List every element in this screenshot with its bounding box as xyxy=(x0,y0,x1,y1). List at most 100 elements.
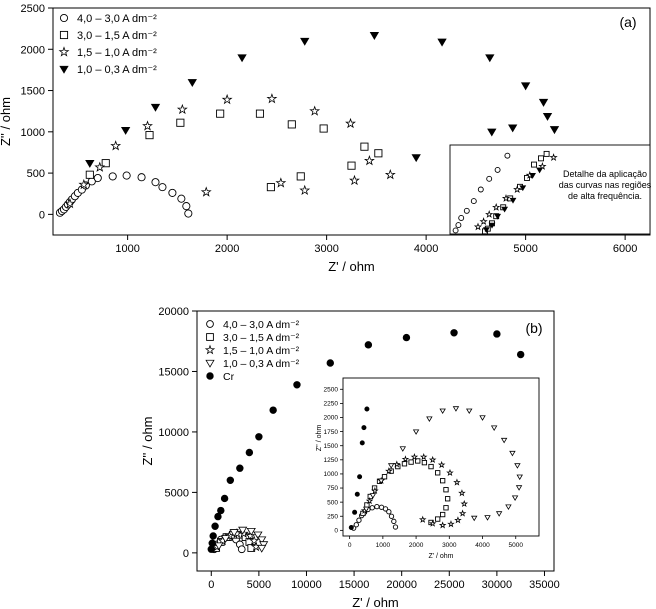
inset-point-b-series-1 xyxy=(443,505,449,511)
inset-point-a-series-1 xyxy=(531,161,537,168)
data-point-a-series-1 xyxy=(296,172,305,181)
inset-point-a-series-3 xyxy=(519,185,527,192)
inset-a: Detalhe da aplicação das curvas nas regiõ… xyxy=(449,144,652,235)
inset-point-b-series-3 xyxy=(439,408,446,415)
inset-note-a: Detalhe da aplicação das curvas nas regiõ… xyxy=(559,169,652,201)
legend-marker-b xyxy=(205,359,215,368)
inset-point-b-series-4 xyxy=(352,509,358,515)
data-point-a-series-2 xyxy=(345,117,356,129)
data-point-a-series-3 xyxy=(487,128,497,137)
data-point-b-series-2 xyxy=(238,528,249,538)
inset-point-a-series-0 xyxy=(455,222,462,229)
legend-marker-a xyxy=(59,65,69,74)
y-tick-label-b: 20000 xyxy=(158,306,189,318)
inset-point-b-series-3 xyxy=(369,493,377,499)
inset-point-b-series-2 xyxy=(437,460,446,469)
inset-point-b-series-0 xyxy=(391,518,397,524)
data-point-b-series-4 xyxy=(245,448,254,457)
inset-point-a-series-2 xyxy=(501,194,511,202)
inset-note-line-a: de alta frequência. xyxy=(568,191,642,201)
inset-point-b-series-3 xyxy=(426,416,433,422)
inset-point-b-series-2 xyxy=(428,519,437,527)
legend-marker-a xyxy=(59,13,69,23)
data-point-a-series-3 xyxy=(85,160,95,168)
legend-marker-b xyxy=(206,372,214,380)
data-point-a-series-0 xyxy=(182,202,191,211)
y-axis-label-a: Z'' / ohm xyxy=(0,97,13,146)
inset-point-b-series-2 xyxy=(410,453,419,461)
data-point-a-series-3 xyxy=(369,32,380,40)
data-point-a-series-2 xyxy=(110,140,122,151)
inset-point-b-series-3 xyxy=(495,511,503,517)
data-point-a-series-2 xyxy=(309,105,321,116)
y-tick-label-b: 15000 xyxy=(158,366,189,378)
data-point-a-series-2 xyxy=(266,93,278,104)
inset-x-axis-label-b: Z' / ohm xyxy=(428,553,453,560)
inset-point-a-series-2 xyxy=(485,210,494,218)
inset-point-a-series-0 xyxy=(504,152,511,159)
data-point-a-series-2 xyxy=(275,177,287,188)
y-tick-label-a: 2500 xyxy=(21,3,45,15)
data-point-b-series-4 xyxy=(402,333,411,342)
inset-x-tick-label-b: 0 xyxy=(348,542,352,549)
inset-point-b-series-3 xyxy=(377,478,385,485)
data-point-b-series-4 xyxy=(293,381,301,389)
inset-point-b-series-2 xyxy=(393,460,401,468)
inset-point-a-series-2 xyxy=(492,202,501,211)
data-point-a-series-3 xyxy=(120,126,131,135)
inset-point-a-series-1 xyxy=(543,150,550,157)
y-tick-label-a: 1500 xyxy=(21,86,45,98)
data-point-b-series-4 xyxy=(226,476,235,485)
data-point-b-series-4 xyxy=(493,330,501,338)
data-point-a-series-0 xyxy=(158,183,167,192)
inset-y-tick-label-b: 2500 xyxy=(324,386,339,393)
inset-y-axis-label-b: Z'' / ohm xyxy=(316,425,323,452)
inset-point-b-series-2 xyxy=(418,515,427,523)
inset-point-b-series-3 xyxy=(500,437,508,444)
inset-note-line-a: Detalhe da aplicação xyxy=(563,169,647,179)
data-point-b-series-4 xyxy=(211,522,219,530)
inset-point-b-series-2 xyxy=(453,478,461,486)
data-point-a-series-2 xyxy=(142,120,153,131)
inset-point-a-series-3 xyxy=(536,167,544,174)
data-point-a-series-3 xyxy=(520,82,531,91)
data-point-a-series-1 xyxy=(176,118,185,127)
data-point-a-series-0 xyxy=(177,194,186,203)
inset-point-b-series-1 xyxy=(440,478,446,484)
inset-x-tick-label-b: 3000 xyxy=(442,542,457,549)
x-tick-label-b: 15000 xyxy=(339,579,370,591)
x-axis-label-b: Z' / ohm xyxy=(352,595,399,609)
legend-a: 4,0 – 3,0 A dm⁻² 3,0 – 1,5 A dm⁻² 1,5 – 1,… xyxy=(58,13,157,76)
inset-point-b-series-0 xyxy=(386,509,392,515)
inset-point-b-series-3 xyxy=(470,515,478,522)
legend-label-a: 1,5 – 1,0 A dm⁻² xyxy=(77,47,157,59)
inset-point-b-series-3 xyxy=(514,463,521,469)
data-point-b-series-0 xyxy=(237,545,246,554)
x-tick-label-a: 1000 xyxy=(115,243,139,255)
data-point-a-series-3 xyxy=(300,37,310,46)
y-tick-label-b: 0 xyxy=(183,548,189,560)
data-point-a-series-1 xyxy=(287,120,296,129)
inset-point-b-series-2 xyxy=(371,486,379,495)
inset-point-b-series-2 xyxy=(446,468,454,477)
inset-point-a-series-2 xyxy=(479,217,488,226)
panel-label-b: (b) xyxy=(525,320,542,336)
data-point-b-series-4 xyxy=(236,464,244,472)
inset-point-a-series-3 xyxy=(509,197,517,204)
inset-point-b-series-2 xyxy=(401,455,410,463)
inset-point-b-series-3 xyxy=(516,474,523,481)
data-point-b-series-4 xyxy=(269,406,277,414)
inset-point-b-series-1 xyxy=(401,461,408,467)
inset-point-a-series-0 xyxy=(452,227,459,234)
data-point-a-series-2 xyxy=(64,197,76,209)
data-point-a-series-3 xyxy=(187,79,197,88)
inset-point-a-series-0 xyxy=(458,215,465,221)
data-point-a-series-3 xyxy=(150,103,161,112)
inset-y-tick-label-b: 750 xyxy=(327,485,338,492)
inset-point-a-series-3 xyxy=(494,213,502,220)
y-tick-label-a: 1000 xyxy=(21,127,45,139)
legend-marker-b xyxy=(206,320,214,328)
x-tick-label-a: 2000 xyxy=(215,243,239,255)
legend-marker-b xyxy=(204,344,216,355)
inset-point-b-series-0 xyxy=(356,517,362,523)
